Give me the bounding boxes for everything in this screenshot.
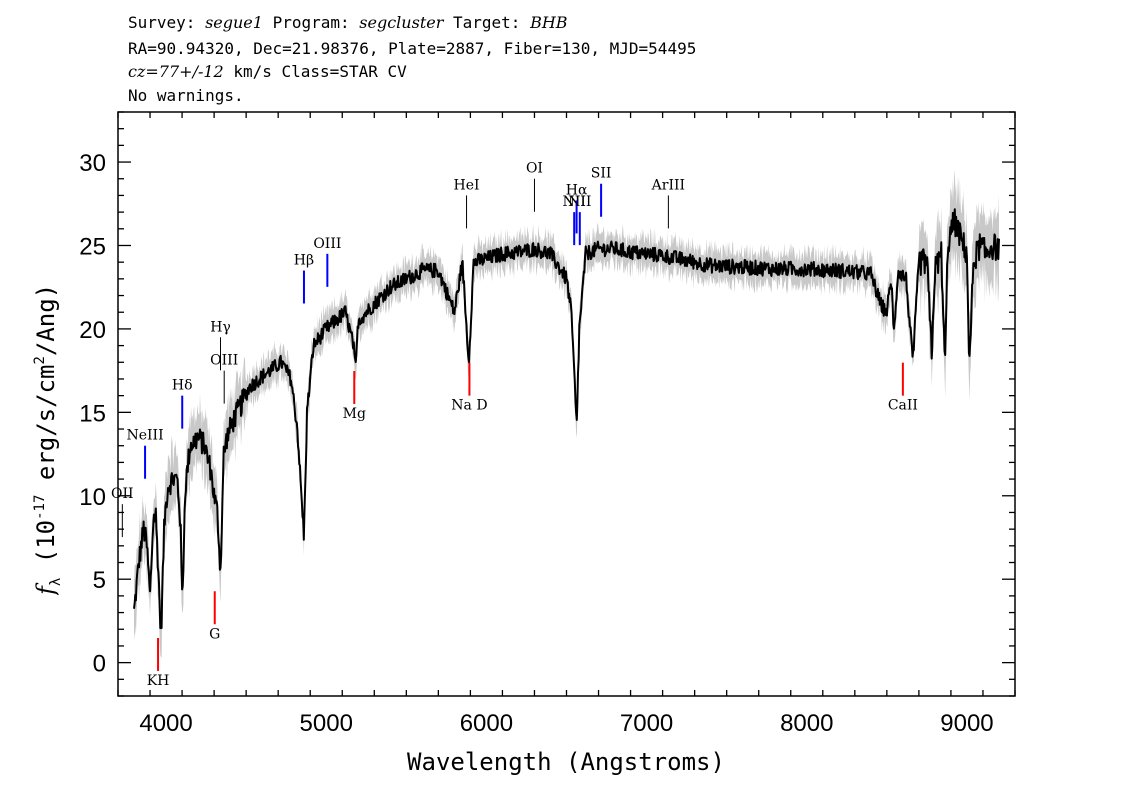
- spectral-line-marker: OIII: [210, 353, 238, 404]
- svg-text:OII: OII: [111, 486, 134, 502]
- svg-text:OIII: OIII: [210, 353, 238, 369]
- ticks-layer: 4000 5000 6000 7000 8000 9000 0 5 10 15 20 25 30: [79, 111, 1016, 737]
- spectral-line-marker: NII: [563, 194, 586, 246]
- spectral-line-marker: KH: [147, 637, 170, 689]
- title-line-1: Survey: segue1 Program: segcluster Targe…: [128, 13, 568, 33]
- svg-text:KH: KH: [147, 673, 170, 689]
- target-label: Target:: [453, 13, 521, 32]
- series-layer: [133, 208, 1000, 630]
- svg-text:Mg: Mg: [343, 406, 366, 422]
- svg-text:OIII: OIII: [313, 236, 341, 252]
- line-label-layer: OIINeIIIHδHγOIIIHβOIIIHeIOINIIHαNIISIIAr…: [111, 161, 918, 689]
- program-label: Program:: [272, 13, 350, 32]
- x-tick-label: 5000: [300, 710, 353, 737]
- program-value: segcluster: [359, 13, 444, 32]
- error-band: [134, 169, 999, 658]
- y-tick-label: 10: [79, 484, 106, 511]
- x-tick-label: 7000: [620, 710, 673, 737]
- title-line-3: cz=77+/-12 km/s Class=STAR CV: [128, 62, 407, 82]
- spectral-line-marker: NII: [568, 194, 591, 246]
- spectral-line-marker: NeIII: [126, 428, 164, 479]
- cz-value: cz=77+/-12: [128, 62, 224, 81]
- y-axis-label: fλ (10-17 erg/s/cm2/Ang): [32, 284, 64, 595]
- svg-text:HeI: HeI: [454, 177, 480, 193]
- svg-text:OI: OI: [526, 161, 543, 177]
- spectral-line-marker: OIII: [313, 236, 341, 287]
- title-line-2: RA=90.94320, Dec=21.98376, Plate=2887, F…: [128, 39, 697, 58]
- survey-label: Survey:: [128, 13, 196, 32]
- svg-text:NII: NII: [568, 194, 591, 210]
- spectral-line-marker: Hγ: [210, 319, 231, 371]
- spectral-line-marker: ArIII: [651, 177, 685, 229]
- spectral-line-marker: Na D: [451, 362, 488, 414]
- y-tick-label: 25: [79, 233, 106, 260]
- spectral-line-marker: SII: [591, 166, 612, 217]
- title-line-4: No warnings.: [128, 86, 244, 105]
- survey-value: segue1: [205, 13, 263, 32]
- spectral-line-marker: Hβ: [294, 253, 314, 304]
- svg-text:Hγ: Hγ: [210, 319, 231, 335]
- y-tick-label: 0: [93, 651, 106, 678]
- spectral-line-marker: Mg: [343, 371, 366, 422]
- y-tick-label: 15: [79, 400, 106, 427]
- svg-text:Hβ: Hβ: [294, 253, 314, 269]
- target-value: BHB: [530, 13, 568, 32]
- svg-text:G: G: [209, 626, 220, 642]
- spectral-line-marker: OI: [526, 161, 543, 212]
- x-tick-label: 6000: [460, 710, 513, 737]
- x-tick-label: 4000: [139, 710, 192, 737]
- spectral-line-marker: CaII: [888, 362, 918, 414]
- y-tick-label: 30: [79, 150, 106, 177]
- svg-text:Hα: Hα: [566, 182, 588, 198]
- spectrum-line: [133, 208, 1000, 630]
- svg-text:NeIII: NeIII: [126, 428, 163, 444]
- svg-text:CaII: CaII: [888, 398, 918, 414]
- spectral-line-marker: HeI: [454, 177, 480, 229]
- spectral-line-marker: G: [209, 591, 220, 642]
- svg-text:fλ (10-17 erg/s/cm2/Ang): fλ (10-17 erg/s/cm2/Ang): [32, 284, 64, 595]
- x-axis-label: Wavelength (Angstroms): [407, 748, 725, 776]
- error-band-layer: [134, 169, 999, 658]
- y-tick-label: 20: [79, 317, 106, 344]
- y-tick-label: 5: [93, 567, 106, 594]
- x-tick-label: 9000: [940, 710, 993, 737]
- spectral-line-marker: OII: [111, 486, 134, 538]
- svg-text:SII: SII: [591, 166, 612, 182]
- svg-text:ArIII: ArIII: [651, 177, 685, 193]
- spectral-line-marker: Hα: [566, 182, 588, 234]
- spectral-line-marker: Hδ: [172, 378, 193, 429]
- svg-text:NII: NII: [563, 194, 586, 210]
- class-text: km/s Class=STAR CV: [223, 62, 407, 81]
- svg-text:Na D: Na D: [451, 398, 487, 414]
- x-tick-label: 8000: [780, 710, 833, 737]
- svg-text:Hδ: Hδ: [172, 378, 193, 394]
